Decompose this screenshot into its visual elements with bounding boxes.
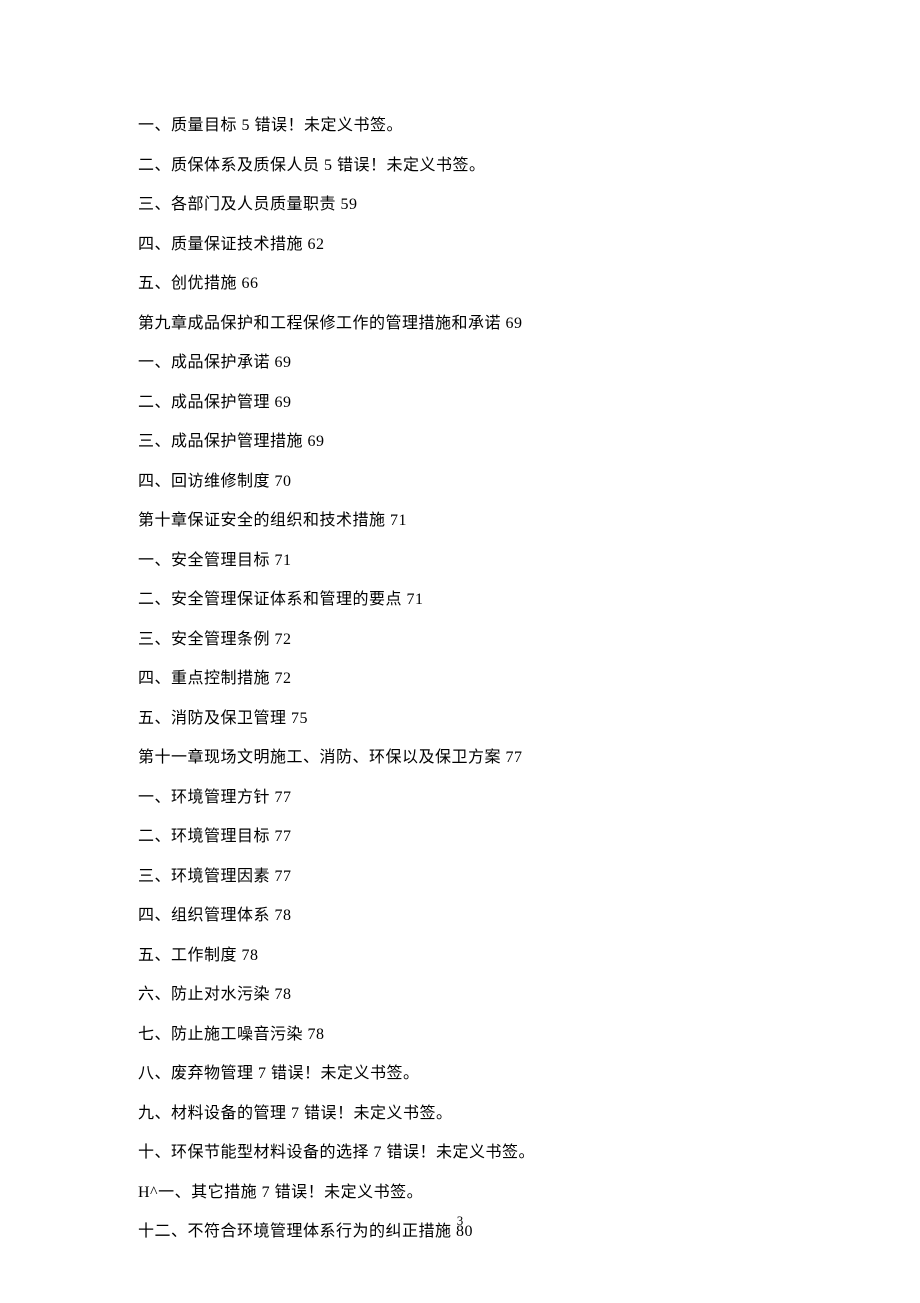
toc-entry: 二、成品保护管理 69 <box>138 391 782 415</box>
toc-entry: 二、环境管理目标 77 <box>138 825 782 849</box>
toc-entry: 五、创优措施 66 <box>138 272 782 296</box>
toc-entry: 三、成品保护管理措施 69 <box>138 430 782 454</box>
toc-entry: H^一、其它措施 7 错误！未定义书签。 <box>138 1181 782 1205</box>
toc-entry: 六、防止对水污染 78 <box>138 983 782 1007</box>
toc-entry: 四、质量保证技术措施 62 <box>138 233 782 257</box>
toc-entry: 八、废弃物管理 7 错误！未定义书签。 <box>138 1062 782 1086</box>
toc-entry: 三、安全管理条例 72 <box>138 628 782 652</box>
toc-entry: 第十章保证安全的组织和技术措施 71 <box>138 509 782 533</box>
toc-entry: 五、消防及保卫管理 75 <box>138 707 782 731</box>
toc-content: 一、质量目标 5 错误！未定义书签。 二、质保体系及质保人员 5 错误！未定义书… <box>0 0 920 1244</box>
toc-entry: 三、环境管理因素 77 <box>138 865 782 889</box>
toc-entry: 第十一章现场文明施工、消防、环保以及保卫方案 77 <box>138 746 782 770</box>
toc-entry: 一、环境管理方针 77 <box>138 786 782 810</box>
toc-entry: 十、环保节能型材料设备的选择 7 错误！未定义书签。 <box>138 1141 782 1165</box>
toc-entry: 一、质量目标 5 错误！未定义书签。 <box>138 114 782 138</box>
toc-entry: 九、材料设备的管理 7 错误！未定义书签。 <box>138 1102 782 1126</box>
page-number: 3 <box>0 1213 920 1229</box>
toc-entry: 二、质保体系及质保人员 5 错误！未定义书签。 <box>138 154 782 178</box>
toc-entry: 三、各部门及人员质量职责 59 <box>138 193 782 217</box>
toc-entry: 一、安全管理目标 71 <box>138 549 782 573</box>
toc-entry: 四、组织管理体系 78 <box>138 904 782 928</box>
toc-entry: 四、回访维修制度 70 <box>138 470 782 494</box>
toc-entry: 二、安全管理保证体系和管理的要点 71 <box>138 588 782 612</box>
toc-entry: 五、工作制度 78 <box>138 944 782 968</box>
toc-entry: 四、重点控制措施 72 <box>138 667 782 691</box>
toc-entry: 第九章成品保护和工程保修工作的管理措施和承诺 69 <box>138 312 782 336</box>
toc-entry: 七、防止施工噪音污染 78 <box>138 1023 782 1047</box>
toc-entry: 一、成品保护承诺 69 <box>138 351 782 375</box>
